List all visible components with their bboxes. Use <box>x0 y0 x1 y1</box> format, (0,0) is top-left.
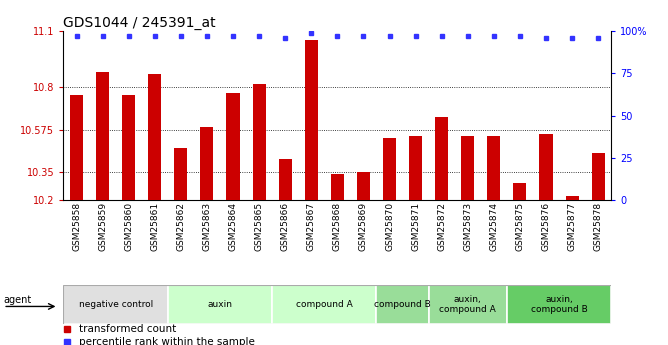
Bar <box>96 72 109 200</box>
Bar <box>507 285 611 324</box>
Text: GSM25859: GSM25859 <box>98 201 107 251</box>
Text: GDS1044 / 245391_at: GDS1044 / 245391_at <box>63 16 216 30</box>
Text: GSM25861: GSM25861 <box>150 201 159 251</box>
Bar <box>592 153 605 200</box>
Text: GSM25872: GSM25872 <box>437 201 446 250</box>
Text: GSM25873: GSM25873 <box>464 201 472 251</box>
Text: GSM25874: GSM25874 <box>490 201 498 250</box>
Text: auxin: auxin <box>208 300 232 309</box>
Bar <box>331 174 344 200</box>
Bar <box>488 136 500 200</box>
Text: GSM25862: GSM25862 <box>176 201 185 250</box>
Bar <box>435 117 448 200</box>
Text: GSM25858: GSM25858 <box>72 201 81 251</box>
Bar <box>148 74 161 200</box>
Text: GSM25878: GSM25878 <box>594 201 603 251</box>
Bar <box>63 285 168 324</box>
Bar <box>461 136 474 200</box>
Bar <box>383 138 396 200</box>
Bar <box>253 83 266 200</box>
Text: agent: agent <box>3 295 31 305</box>
Text: GSM25868: GSM25868 <box>333 201 342 251</box>
Bar <box>540 134 552 200</box>
Bar <box>514 183 526 200</box>
Bar <box>409 136 422 200</box>
Text: compound A: compound A <box>296 300 353 309</box>
Bar <box>168 285 272 324</box>
Text: negative control: negative control <box>79 300 153 309</box>
Text: GSM25867: GSM25867 <box>307 201 316 251</box>
Text: auxin,
compound B: auxin, compound B <box>530 295 587 314</box>
Bar <box>357 172 370 200</box>
Bar <box>305 40 318 200</box>
Bar <box>122 95 135 200</box>
Text: GSM25860: GSM25860 <box>124 201 133 251</box>
Bar <box>377 285 429 324</box>
Text: compound B: compound B <box>374 300 431 309</box>
Text: percentile rank within the sample: percentile rank within the sample <box>79 337 255 345</box>
Text: GSM25871: GSM25871 <box>411 201 420 251</box>
Text: GSM25870: GSM25870 <box>385 201 394 251</box>
Bar <box>272 285 377 324</box>
Bar <box>279 159 292 200</box>
Text: GSM25876: GSM25876 <box>542 201 550 251</box>
Text: auxin,
compound A: auxin, compound A <box>440 295 496 314</box>
Bar <box>566 196 578 200</box>
Bar <box>174 148 187 200</box>
Text: GSM25864: GSM25864 <box>228 201 238 250</box>
Bar <box>200 127 214 200</box>
Bar <box>226 93 240 200</box>
Bar <box>70 95 83 200</box>
Bar <box>429 285 507 324</box>
Text: GSM25877: GSM25877 <box>568 201 576 251</box>
Text: GSM25863: GSM25863 <box>202 201 211 251</box>
Text: GSM25865: GSM25865 <box>255 201 264 251</box>
Text: GSM25875: GSM25875 <box>516 201 524 251</box>
Text: transformed count: transformed count <box>79 325 176 334</box>
Text: GSM25866: GSM25866 <box>281 201 290 251</box>
Text: GSM25869: GSM25869 <box>359 201 368 251</box>
